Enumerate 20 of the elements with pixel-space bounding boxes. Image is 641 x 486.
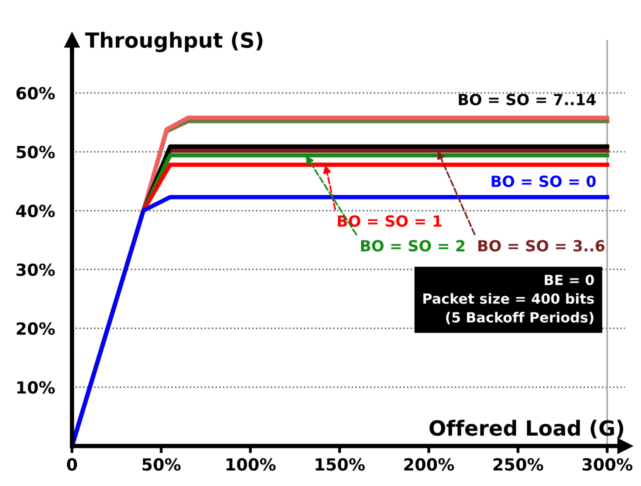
annotation: BO = SO = 2 [361,240,464,252]
y-tick-label: 50% [16,146,55,158]
x-tick-label: 100% [226,458,276,471]
y-tick-label: 10% [17,381,55,394]
annotation: BO = SO = 3..6 [478,240,605,252]
annotation: BE = 0 Packet size = 400 bits (5 Backoff Periods) [423,274,594,324]
annotation: BO = SO = 0 [492,176,596,188]
annotation: BO = SO = 7..14 [458,94,596,106]
x-tick-label: 200% [404,458,454,471]
x-tick-label: 300% [582,458,632,471]
y-tick-label: 30% [16,263,55,276]
x-tick-label: 50% [142,458,181,471]
y-tick-label: 20% [16,322,55,335]
y-tick-label: 60% [16,86,55,100]
y-axis-title: Throughput (S) [85,32,262,52]
x-tick-label: 150% [316,458,365,471]
x-tick-label: 250% [494,458,544,471]
x-axis-title: Offered Load (G) [430,420,624,438]
x-tick-label: 0 [67,458,77,471]
y-tick-label: 40% [16,204,55,218]
